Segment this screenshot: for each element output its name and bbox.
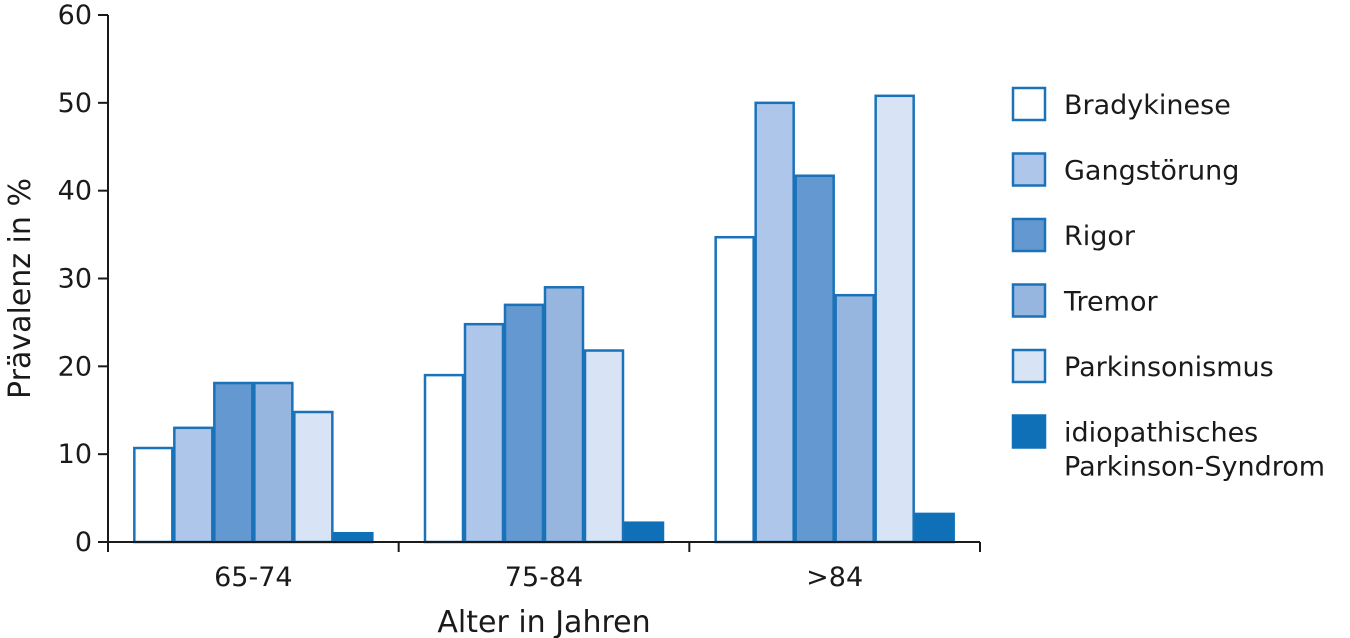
y-tick-label: 50 [58,88,92,119]
legend-swatch [1011,414,1047,449]
bar [423,373,465,544]
bar [834,293,875,544]
legend-label: Bradykinese [1064,90,1231,121]
y-tick-label: 20 [58,351,92,382]
bar [543,286,585,544]
x-axis-ticks: 65-74 75-84 >84 [107,542,981,593]
legend-label: idiopathisches Parkinson-Syndrom [1064,418,1325,483]
legend-swatch [1011,152,1047,187]
legend-swatch [1011,86,1047,122]
bar [623,521,665,544]
bar [463,322,505,544]
y-tick-label: 60 [58,0,92,31]
bar [914,512,955,544]
y-tick-label: 0 [75,527,92,558]
legend: Bradykinese Gangstörung Rigor Tremor Parkins… [1011,86,1325,483]
bars-layer [133,94,955,544]
legend-swatch [1011,283,1047,318]
y-axis-ticks: 0 10 20 30 40 50 60 [58,0,108,558]
bar [213,381,254,544]
bar [583,349,625,544]
legend-label: Rigor [1064,221,1136,252]
x-tick-label: 65-74 [214,562,292,593]
bar [253,381,294,544]
x-tick-label: >84 [806,562,863,593]
y-tick-label: 30 [58,264,92,295]
y-tick-label: 40 [58,176,92,207]
x-tick-label: 75-84 [505,562,583,593]
y-tick-label: 10 [58,439,92,470]
legend-label: Parkinsonismus [1064,352,1274,383]
y-axis-title: Prävalenz in % [3,178,38,399]
bar [293,410,334,544]
bar [173,426,214,544]
bar [333,531,374,544]
legend-label: Tremor [1063,287,1158,318]
bar [794,174,835,544]
bar [714,235,755,544]
bar [503,303,545,544]
legend-label: Gangstörung [1064,156,1239,187]
legend-swatch [1011,217,1047,253]
x-axis-title: Alter in Jahren [437,605,650,638]
bar [754,101,795,544]
legend-swatch [1011,348,1047,384]
bar [133,446,174,544]
bar [874,94,915,544]
